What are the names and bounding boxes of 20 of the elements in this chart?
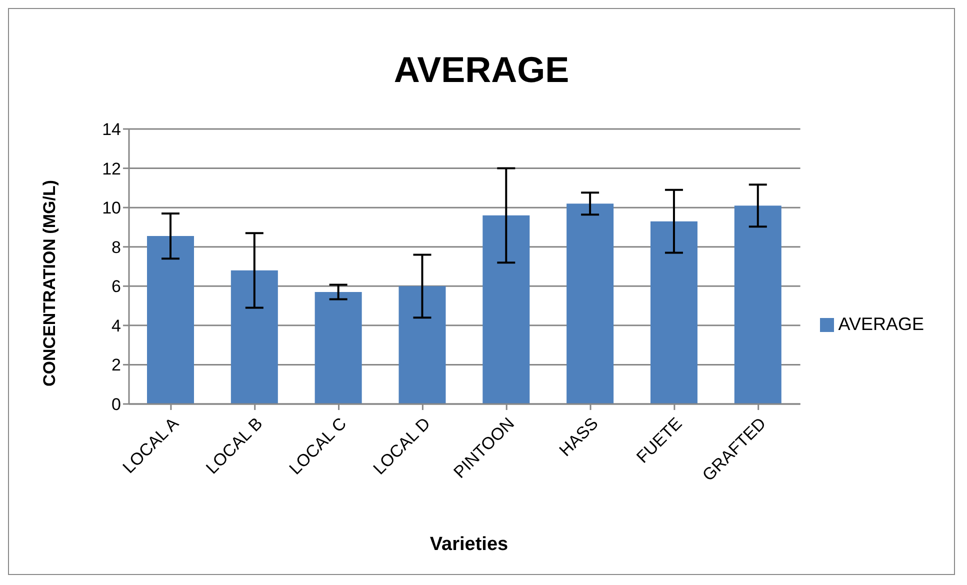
y-tick-label: 8 (112, 238, 121, 257)
chart-title: AVERAGE (392, 49, 570, 91)
bar (314, 292, 362, 404)
y-tick-label: 14 (102, 120, 121, 140)
y-tick-label: 2 (112, 356, 121, 375)
bar (398, 286, 446, 404)
y-tick-label: 4 (112, 316, 121, 336)
y-tick-label: 12 (102, 159, 121, 178)
legend-label: AVERAGE (838, 314, 924, 334)
y-tick-label: 10 (102, 198, 121, 218)
x-axis-title: Varieties (428, 534, 510, 556)
y-axis-title: CONCENTRATION (MG/L) (40, 180, 60, 386)
bar (147, 236, 194, 404)
bar (230, 270, 278, 404)
bar (650, 221, 698, 404)
y-tick-label: 0 (112, 395, 121, 414)
bar (566, 204, 614, 404)
bar (734, 206, 782, 404)
y-tick-label: 6 (112, 277, 121, 296)
bar (482, 215, 530, 404)
